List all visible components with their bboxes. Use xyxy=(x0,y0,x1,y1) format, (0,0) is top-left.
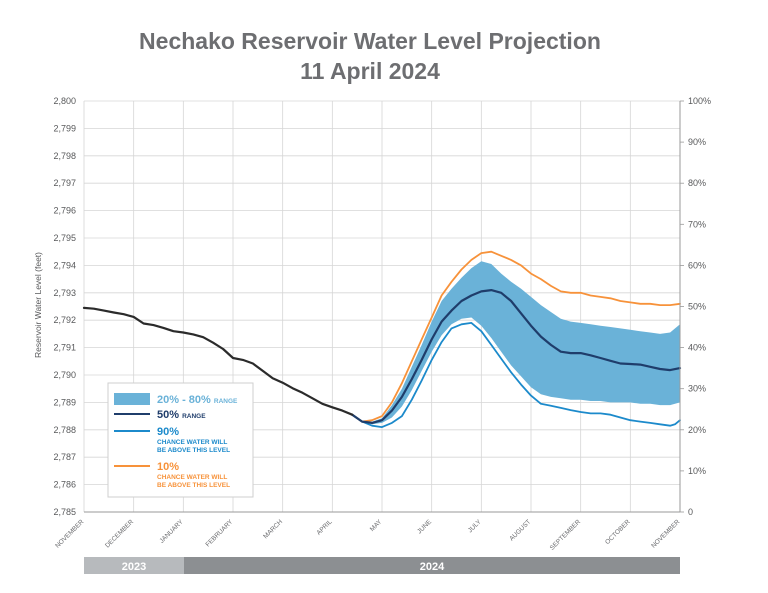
y-tick-label: 2,792 xyxy=(53,315,76,325)
x-tick-label: DECEMBER xyxy=(104,518,135,549)
range-band-layer xyxy=(352,261,680,425)
series-line-history xyxy=(82,306,354,416)
y-axis-label: Reservoir Water Level (feet) xyxy=(33,252,43,358)
legend-p10-desc-1: CHANCE WATER WILL xyxy=(157,474,227,481)
y-tick-label: 2,797 xyxy=(53,178,76,188)
y-tick-label: 2,787 xyxy=(53,452,76,462)
chart-title-line2: 11 April 2024 xyxy=(300,58,440,84)
x-tick-label: MAY xyxy=(369,518,384,533)
year-2024-segment xyxy=(184,557,680,574)
y-tick-label: 2,786 xyxy=(53,480,76,490)
legend-band-swatch xyxy=(114,393,150,405)
y-tick-label: 2,793 xyxy=(53,288,76,298)
y-tick-label: 2,785 xyxy=(53,507,76,517)
y2-tick-label: 100% xyxy=(688,96,711,106)
y-tick-label: 2,794 xyxy=(53,260,76,270)
year-2024-label: 2024 xyxy=(420,561,445,573)
series-line-p90 xyxy=(351,321,681,429)
x-tick-label: SEPTEMBER xyxy=(549,518,583,552)
x-tick-label: NOVEMBER xyxy=(650,518,681,549)
y2-tick-label: 80% xyxy=(688,178,706,188)
x-tick-label: MARCH xyxy=(262,518,284,540)
y2-tick-label: 10% xyxy=(688,466,706,476)
year-2023-segment xyxy=(84,557,184,574)
year-bar: 2023 2024 xyxy=(84,557,680,574)
x-tick-label: NOVEMBER xyxy=(54,518,85,549)
y-tick-label: 2,796 xyxy=(53,206,76,216)
x-tick-label: JULY xyxy=(467,518,483,534)
y-tick-label: 2,800 xyxy=(53,96,76,106)
legend-p50-label: 50% RANGE xyxy=(157,409,206,421)
y2-tick-label: 60% xyxy=(688,260,706,270)
range-band-20-80 xyxy=(352,261,680,425)
year-2023-label: 2023 xyxy=(122,561,146,573)
y-tick-label: 2,789 xyxy=(53,397,76,407)
y2-tick-label: 0 xyxy=(688,507,693,517)
y-tick-label: 2,791 xyxy=(53,343,76,353)
y2-tick-label: 30% xyxy=(688,384,706,394)
legend-p90-desc-1: CHANCE WATER WILL xyxy=(157,439,227,446)
y2-tick-label: 50% xyxy=(688,302,706,312)
y-tick-label: 2,799 xyxy=(53,123,76,133)
x-tick-label: AUGUST xyxy=(508,518,532,542)
x-tick-label: OCTOBER xyxy=(604,518,632,546)
y2-tick-label: 40% xyxy=(688,343,706,353)
y-tick-label: 2,790 xyxy=(53,370,76,380)
y-tick-label: 2,788 xyxy=(53,425,76,435)
y-tick-label: 2,795 xyxy=(53,233,76,243)
legend-p90-desc-2: BE ABOVE THIS LEVEL xyxy=(157,447,230,454)
series-line-p10 xyxy=(351,250,681,423)
legend-p90-label: 90% xyxy=(157,426,179,438)
legend-p10-desc-2: BE ABOVE THIS LEVEL xyxy=(157,482,230,489)
y-tick-label: 2,798 xyxy=(53,151,76,161)
y2-tick-label: 70% xyxy=(688,219,706,229)
x-tick-label: JUNE xyxy=(416,518,433,535)
legend-band-label: 20% - 80% RANGE xyxy=(157,394,238,406)
y2-tick-label: 90% xyxy=(688,137,706,147)
series-lines xyxy=(82,250,682,429)
chart-title-line1: Nechako Reservoir Water Level Projection xyxy=(139,28,601,54)
y2-tick-label: 20% xyxy=(688,425,706,435)
legend-p10-label: 10% xyxy=(157,461,179,473)
x-tick-label: APRIL xyxy=(316,518,335,537)
x-tick-label: JANUARY xyxy=(158,518,185,545)
x-tick-label: FEBRUARY xyxy=(205,518,235,548)
legend: 20% - 80% RANGE 50% RANGE 90% CHANCE WAT… xyxy=(107,382,254,498)
series-line-p50 xyxy=(351,289,682,424)
